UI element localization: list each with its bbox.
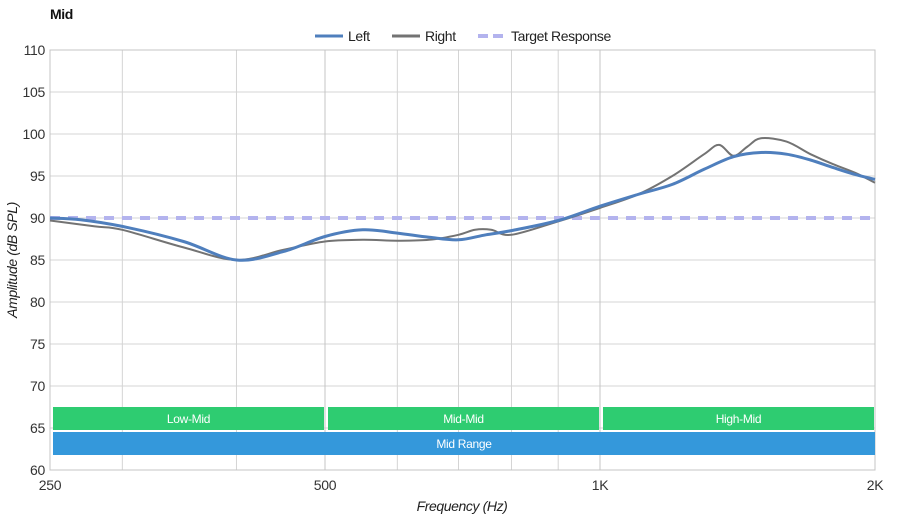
x-tick-label: 1K (592, 477, 609, 493)
y-tick-label: 85 (30, 252, 45, 268)
y-tick-label: 105 (23, 84, 46, 100)
y-tick-label: 65 (30, 420, 45, 436)
range-band-low-mid (53, 407, 324, 430)
y-axis-label: Amplitude (dB SPL) (4, 202, 20, 319)
grid-lines (49, 49, 876, 471)
y-tick-label: 100 (23, 126, 46, 142)
y-tick-label: 95 (30, 168, 45, 184)
y-tick-label: 75 (30, 336, 45, 352)
y-tick-label: 110 (24, 42, 46, 58)
range-band-high-mid (603, 407, 874, 430)
range-band-mid-mid (328, 407, 599, 430)
legend-label: Left (348, 28, 370, 44)
y-tick-label: 60 (30, 462, 45, 478)
chart-title: Mid (50, 6, 73, 22)
x-tick-label: 500 (314, 477, 337, 493)
range-band-label: Low-Mid (167, 412, 210, 426)
x-axis-label: Frequency (Hz) (417, 498, 508, 514)
series-lines (49, 137, 876, 262)
y-tick-label: 70 (30, 378, 45, 394)
range-band-mid-range (53, 432, 875, 455)
legend-label: Right (425, 28, 456, 44)
range-bands: Low-Mid Mid-Mid High-Mid Mid Range (53, 407, 875, 455)
x-tick-label: 250 (39, 477, 62, 493)
x-tick-label: 2K (867, 477, 884, 493)
plot-frame (49, 49, 876, 471)
y-tick-label: 80 (30, 294, 45, 310)
legend: Left Right Target Response (315, 28, 612, 44)
axes: 60 65 70 75 80 85 90 95 100 105 110 250 500 1K 2K (23, 42, 885, 493)
legend-label: Target Response (511, 28, 611, 44)
range-band-label: Mid Range (436, 437, 492, 451)
series-line-left (49, 150, 876, 262)
series-line-right (49, 137, 876, 262)
range-band-label: High-Mid (716, 412, 762, 426)
y-tick-label: 90 (30, 210, 45, 226)
range-band-label: Mid-Mid (443, 412, 484, 426)
